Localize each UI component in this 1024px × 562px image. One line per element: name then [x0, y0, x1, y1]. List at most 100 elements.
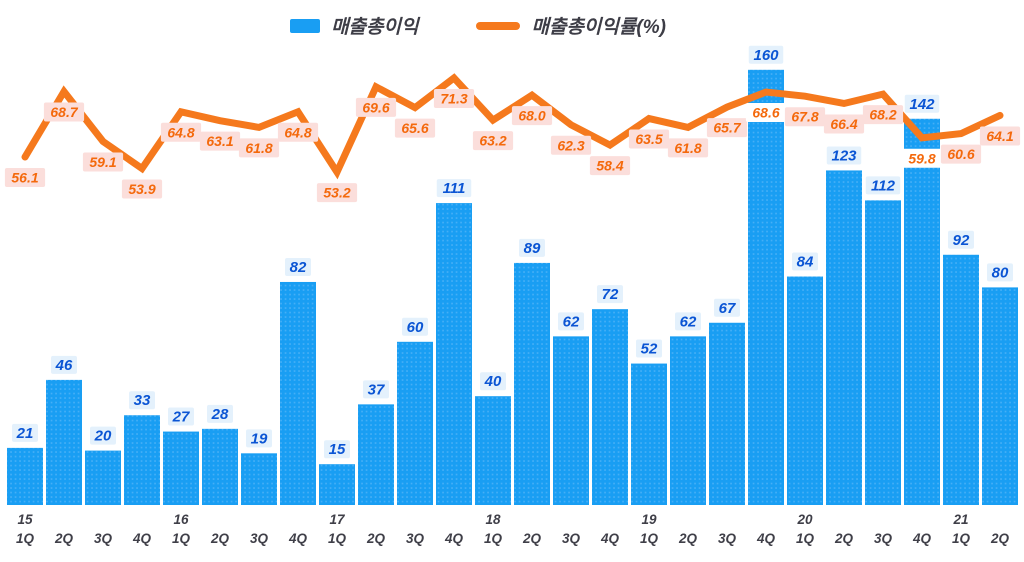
x-axis-year-18: 18	[485, 512, 501, 527]
bar-value-25: 80	[992, 264, 1009, 281]
bar-value-20: 84	[797, 254, 814, 271]
x-axis-quarter-5: 2Q	[210, 531, 230, 546]
line-value-bg-11	[433, 89, 475, 108]
x-axis-quarter-24: 1Q	[952, 531, 971, 546]
bar-16	[631, 363, 667, 505]
bar-value-bg-5	[207, 404, 233, 423]
x-axis-quarter-6: 3Q	[250, 531, 269, 546]
line-value-25: 64.1	[986, 128, 1013, 144]
bar-value-bg-21	[826, 146, 862, 165]
bar-value-bg-0	[12, 423, 38, 442]
line-value-bg-23	[901, 148, 943, 168]
line-value-19: 68.6	[752, 105, 779, 121]
line-value-8: 53.2	[323, 185, 350, 201]
line-value-3: 53.9	[128, 181, 155, 197]
bar-value-1: 46	[55, 357, 73, 374]
line-value-13: 68.0	[518, 108, 545, 124]
line-value-bg-2	[82, 152, 124, 172]
bar-value-16: 52	[641, 341, 658, 358]
line-value-15: 58.4	[596, 158, 623, 174]
x-axis-quarter-19: 4Q	[756, 531, 776, 546]
bar-value-bg-14	[558, 312, 584, 331]
bar-1	[46, 379, 82, 505]
line-value-bg-19	[745, 103, 787, 123]
bar-9	[358, 404, 394, 505]
bar-value-bg-8	[324, 440, 350, 459]
bar-value-bg-9	[363, 380, 389, 399]
bar-value-12: 40	[484, 373, 502, 390]
line-value-18: 65.7	[713, 120, 741, 136]
line-value-bg-13	[511, 106, 553, 126]
line-value-bg-7	[277, 122, 319, 142]
bar-19	[748, 69, 784, 506]
x-axis-year-21: 21	[952, 512, 968, 527]
line-value-bg-6	[238, 138, 280, 158]
bar-value-11: 111	[443, 180, 466, 197]
line-value-bg-9	[355, 97, 397, 117]
bar-0	[7, 447, 43, 505]
line-value-4: 64.8	[167, 124, 194, 140]
bar-7	[280, 281, 316, 505]
bar-value-bg-7	[285, 257, 311, 276]
bar-24	[943, 254, 979, 505]
line-value-bg-25	[979, 126, 1021, 146]
bar-22	[865, 200, 901, 506]
x-axis-quarter-15: 4Q	[600, 531, 620, 546]
line-value-7: 64.8	[284, 124, 311, 140]
bar-value-5: 28	[211, 406, 229, 423]
bar-6	[241, 453, 277, 505]
bar-value-bg-24	[948, 230, 974, 249]
x-axis-quarter-20: 1Q	[796, 531, 815, 546]
x-axis-quarter-7: 4Q	[288, 531, 308, 546]
x-axis-quarter-8: 1Q	[328, 531, 347, 546]
bar-value-bg-2	[90, 426, 116, 445]
x-axis-quarter-0: 1Q	[16, 531, 35, 546]
bar-series-label: 매출총이익	[331, 17, 419, 38]
x-axis-quarter-1: 2Q	[54, 531, 74, 546]
bar-value-bg-3	[129, 391, 155, 410]
bar-8	[319, 464, 355, 505]
bar-value-2: 20	[94, 428, 112, 445]
line-value-0: 56.1	[11, 170, 38, 186]
line-value-bg-17	[667, 138, 709, 158]
bar-21	[826, 170, 862, 505]
bar-value-6: 19	[251, 430, 268, 447]
x-axis-quarter-11: 4Q	[444, 531, 464, 546]
bar-value-19: 160	[753, 47, 779, 64]
line-value-9: 69.6	[362, 99, 389, 115]
x-axis-year-15: 15	[17, 512, 33, 527]
line-series-label: 매출총이익률(%)	[531, 17, 666, 38]
bar-value-bg-13	[519, 238, 545, 257]
line-value-bg-3	[121, 179, 163, 199]
bar-value-4: 27	[172, 409, 190, 426]
line-value-bg-10	[394, 118, 436, 138]
x-axis-year-17: 17	[329, 512, 346, 527]
bar-20	[787, 276, 823, 505]
line-series-swatch-icon	[476, 21, 521, 30]
line-value-23: 59.8	[908, 150, 935, 166]
bar-11	[436, 203, 472, 505]
bar-value-bg-15	[597, 285, 623, 304]
line-value-21: 66.4	[830, 116, 857, 132]
bar-18	[709, 322, 745, 505]
line-value-bg-18	[706, 118, 748, 138]
x-axis-quarter-3: 4Q	[132, 531, 152, 546]
bar-value-14: 62	[563, 313, 580, 330]
legend: 매출총이익 매출총이익률(%)	[0, 12, 990, 39]
bar-value-bg-6	[246, 429, 272, 448]
x-axis-quarter-23: 4Q	[912, 531, 932, 546]
line-value-bg-4	[160, 122, 202, 142]
bar-value-bg-17	[675, 312, 701, 331]
bar-value-0: 21	[16, 425, 34, 442]
bar-value-10: 60	[407, 319, 424, 336]
bar-value-9: 37	[368, 381, 385, 398]
bar-value-23: 142	[909, 96, 935, 113]
bar-value-bg-11	[436, 179, 472, 198]
bar-value-17: 62	[680, 313, 697, 330]
bar-2	[85, 450, 121, 505]
x-axis-quarter-22: 3Q	[874, 531, 893, 546]
x-axis-quarter-21: 2Q	[834, 531, 854, 546]
line-value-bg-21	[823, 114, 865, 134]
x-axis-quarter-4: 1Q	[172, 531, 191, 546]
